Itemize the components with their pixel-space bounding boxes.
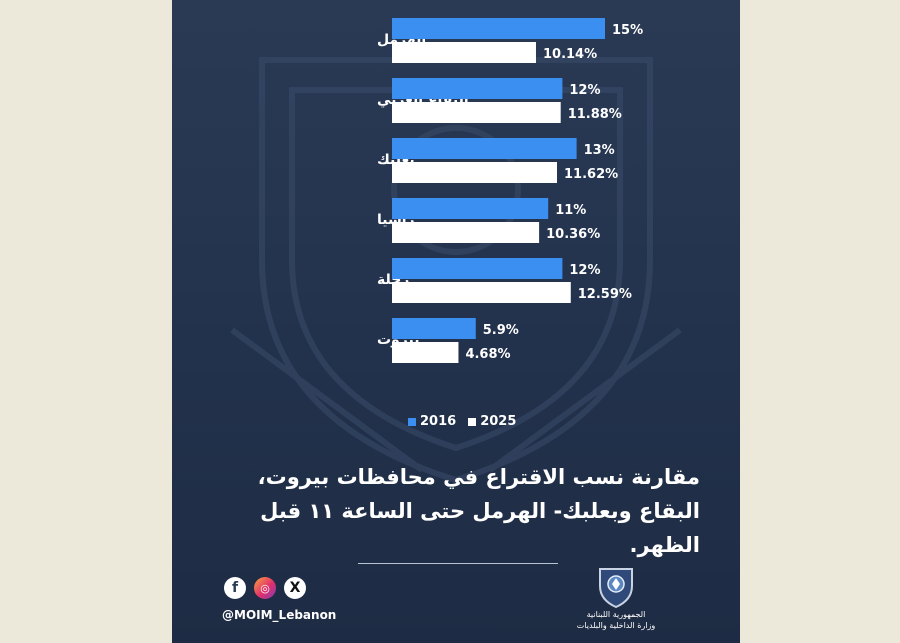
x-icon[interactable]: X (284, 577, 306, 599)
bar-2016 (392, 18, 605, 39)
legend-label-2025: 2025 (480, 414, 517, 429)
social-icons: f ◎ X (224, 577, 306, 599)
social-handle: @MOIM_Lebanon (222, 608, 337, 622)
caption-divider (358, 563, 558, 564)
bar-2025 (392, 42, 536, 63)
bar-2025 (392, 102, 561, 123)
value-label-2025: 10.14% (543, 47, 597, 62)
value-label-2016: 13% (584, 143, 615, 158)
legend-label-2016: 2016 (420, 414, 457, 429)
value-label-2016: 5.9% (483, 323, 519, 338)
bar-2016 (392, 198, 549, 219)
value-label-2025: 10.36% (546, 227, 600, 242)
bar-2025 (392, 282, 571, 303)
bar-2016 (392, 318, 476, 339)
legend-item-2025: 2025 (468, 414, 516, 429)
ministry-line-1: الجمهورية اللبنانية (586, 610, 646, 619)
infographic-caption: مقارنة نسب الاقتراع في محافظات بيروت، ال… (257, 465, 700, 557)
value-label-2016: 15% (612, 23, 643, 38)
shield-watermark-icon (230, 57, 682, 484)
infographic-card: الهرمل 15% 10.14% البقاع الغربي 12% 11.88% بعل… (172, 0, 740, 643)
ministry-name: الجمهورية اللبنانية وزارة الداخلية والبل… (570, 609, 662, 631)
bar-2016 (392, 258, 563, 279)
chart-legend: 2016 2025 (408, 414, 516, 429)
bar-2025 (392, 162, 558, 183)
value-label-2025: 11.62% (564, 167, 618, 182)
ministry-line-2: وزارة الداخلية والبلديات (576, 621, 656, 630)
legend-item-2016: 2016 (408, 414, 456, 429)
value-label-2025: 12.59% (578, 287, 632, 302)
value-label-2025: 4.68% (465, 347, 510, 362)
legend-swatch-2025 (468, 417, 477, 426)
facebook-icon[interactable]: f (224, 577, 246, 599)
value-label-2016: 12% (569, 263, 600, 278)
value-label-2016: 11% (555, 203, 586, 218)
value-label-2016: 12% (569, 83, 600, 98)
legend-swatch-2016 (408, 417, 416, 426)
bar-2016 (392, 138, 577, 159)
value-label-2025: 11.88% (568, 107, 622, 122)
bar-2016 (392, 78, 563, 99)
bar-2025 (392, 222, 540, 243)
bar-2025 (392, 342, 459, 363)
ministry-logo-icon (599, 568, 633, 609)
instagram-icon[interactable]: ◎ (254, 577, 276, 599)
